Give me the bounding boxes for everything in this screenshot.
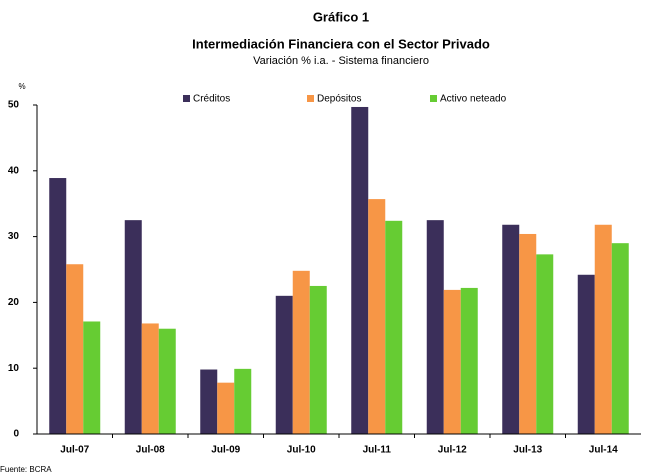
y-axis-label: % <box>18 82 25 91</box>
bar <box>577 274 595 434</box>
bar <box>234 368 252 434</box>
legend-swatch <box>183 95 190 102</box>
x-tick-label: Jul-12 <box>438 445 467 456</box>
bar <box>158 328 176 434</box>
x-tick-label: Jul-14 <box>589 445 618 456</box>
bar <box>502 224 520 434</box>
chart-title: Gráfico 1 <box>313 9 369 24</box>
legend-swatch <box>307 95 314 102</box>
bar <box>426 220 444 434</box>
y-tick-label: 30 <box>8 231 20 242</box>
bar <box>519 233 537 434</box>
source: Fuente: BCRA <box>0 465 52 474</box>
bar <box>309 285 327 434</box>
legend-swatch <box>430 95 437 102</box>
x-tick-label: Jul-09 <box>211 445 240 456</box>
y-tick-label: 50 <box>8 100 20 111</box>
y-tick-label: 40 <box>8 165 20 176</box>
x-tick-label: Jul-07 <box>60 445 89 456</box>
chart-subtitle: Intermediación Financiera con el Sector … <box>192 36 490 51</box>
bar <box>141 323 159 434</box>
bar <box>49 178 67 434</box>
bar <box>443 289 461 434</box>
legend-label: Créditos <box>193 94 230 105</box>
bar <box>66 264 84 434</box>
x-tick-label: Jul-08 <box>136 445 165 456</box>
bar <box>368 199 386 434</box>
bar <box>292 270 310 434</box>
bar <box>200 369 218 434</box>
bar <box>594 224 612 434</box>
bar <box>351 106 369 434</box>
legend-label: Activo neteado <box>440 94 507 105</box>
y-tick-label: 10 <box>8 363 20 374</box>
bar <box>124 220 142 434</box>
bar <box>385 220 403 434</box>
bar <box>536 254 554 434</box>
x-tick-label: Jul-10 <box>287 445 316 456</box>
bar <box>217 382 235 434</box>
x-tick-label: Jul-13 <box>513 445 542 456</box>
chart-subtitle2: Variación % i.a. - Sistema financiero <box>253 55 429 67</box>
bar <box>275 295 293 434</box>
legend-label: Depósitos <box>317 94 361 105</box>
bar <box>611 243 629 434</box>
y-tick-label: 0 <box>13 429 19 440</box>
bar <box>83 321 101 434</box>
x-tick-label: Jul-11 <box>363 445 392 456</box>
bar <box>460 287 478 434</box>
y-tick-label: 20 <box>8 297 20 308</box>
